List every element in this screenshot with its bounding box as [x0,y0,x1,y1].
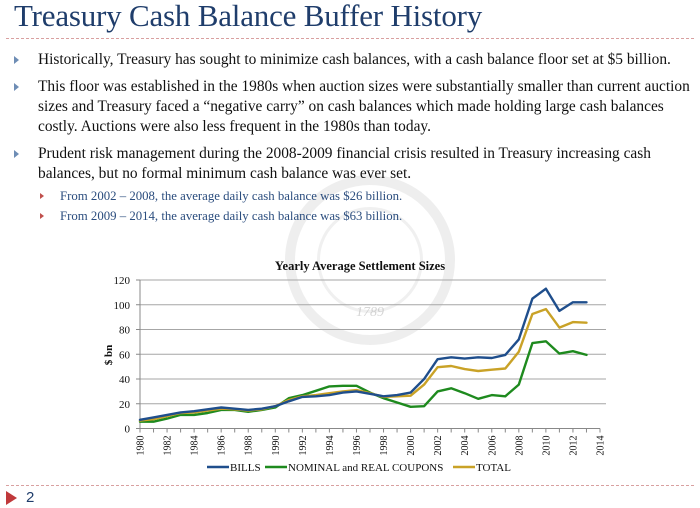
sub-bullet-item: From 2002 – 2008, the average daily cash… [14,186,694,206]
x-tick-label: 1988 [244,436,255,456]
y-tick-label: 80 [119,325,131,337]
chart-title: Yearly Average Settlement Sizes [275,259,445,273]
x-tick-label: 2004 [460,436,471,456]
bullet-arrow-icon [14,150,19,158]
y-tick-label: 120 [114,275,131,287]
x-tick-label: 1992 [298,436,309,456]
y-tick-label: 40 [119,374,131,386]
sub-bullet-arrow-icon [40,213,44,219]
bullet-text: Prudent risk management during the 2008-… [38,145,651,182]
y-tick-label: 0 [125,424,131,436]
gridlines [139,279,606,429]
legend-label: NOMINAL and REAL COUPONS [288,462,443,474]
treasury-seal-watermark: 1789 [285,175,455,345]
sub-bullet-arrow-icon [40,193,44,199]
x-axis-ticks: 1980 1982 1984 1986 1988 1990 1992 1994 1996 1998… [136,428,607,456]
x-tick-label: 2002 [433,436,444,456]
bullet-text: Historically, Treasury has sought to min… [38,51,671,68]
x-tick-label: 1980 [136,436,147,456]
y-tick-label: 60 [119,349,131,361]
sub-bullet-text: From 2009 – 2014, the average daily cash… [60,209,403,223]
bullet-item: Historically, Treasury has sought to min… [14,50,694,70]
settlement-sizes-chart: Yearly Average Settlement Sizes $ bn 0 20… [103,259,607,474]
title-divider [6,38,694,39]
x-tick-label: 1982 [163,436,174,456]
sub-bullet-text: From 2002 – 2008, the average daily cash… [60,189,403,203]
page-number: 2 [26,489,35,506]
x-tick-label: 1984 [190,436,201,456]
bullet-list: Historically, Treasury has sought to min… [14,50,694,226]
x-tick-label: 2006 [487,436,498,456]
x-tick-label: 2010 [541,436,552,456]
y-axis-ticks: 0 20 40 60 80 100 120 [114,275,140,436]
series-line-nominal-and-real-coupons [138,340,588,423]
x-tick-label: 1994 [325,436,336,456]
x-tick-label: 1998 [379,436,390,456]
x-tick-label: 2008 [514,436,525,456]
slide-title: Treasury Cash Balance Buffer History [14,0,483,33]
bullet-arrow-icon [14,56,19,64]
x-tick-label: 2014 [596,436,607,456]
series-lines [138,287,588,423]
bullet-item: Prudent risk management during the 2008-… [14,144,694,184]
series-line-bills [138,287,588,422]
x-tick-label: 1996 [352,436,363,456]
y-tick-label: 20 [119,399,131,411]
sub-bullet-item: From 2009 – 2014, the average daily cash… [14,206,694,226]
chart-legend: BILLS NOMINAL and REAL COUPONS TOTAL [207,462,511,474]
bullet-text: This floor was established in the 1980s … [38,78,690,135]
y-tick-label: 100 [114,300,131,312]
page-marker-icon [6,491,17,505]
y-axis-label: $ bn [103,345,115,366]
x-tick-label: 1990 [271,436,282,456]
x-tick-label: 1986 [217,436,228,456]
x-tick-label: 2000 [406,436,417,456]
seal-year: 1789 [356,305,384,320]
legend-label: BILLS [230,462,261,474]
x-tick-label: 2012 [568,436,579,456]
seal-inner-ring [317,207,423,313]
bullet-item: This floor was established in the 1980s … [14,77,694,137]
footer-divider [6,485,694,486]
bullet-arrow-icon [14,83,19,91]
legend-label: TOTAL [476,462,511,474]
